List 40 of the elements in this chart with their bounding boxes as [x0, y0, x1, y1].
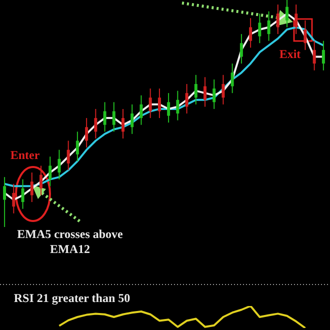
candlestick	[21, 178, 24, 210]
candlestick	[103, 102, 106, 132]
candlestick	[312, 40, 316, 71]
candlestick	[3, 176, 6, 228]
candlestick	[212, 78, 216, 110]
candlestick	[85, 118, 88, 148]
candlestick	[185, 83, 188, 114]
candlestick	[30, 172, 34, 203]
candlestick	[322, 40, 325, 71]
text: EMA5 crosses above EMA12	[17, 227, 124, 256]
annotation: Enter	[10, 148, 40, 162]
candlestick	[240, 34, 243, 64]
candlestick	[258, 13, 262, 44]
candlestick	[276, 4, 280, 35]
candlestick	[176, 90, 180, 121]
candlestick	[130, 104, 134, 134]
candlestick	[222, 74, 225, 105]
candlestick	[286, 0, 288, 28]
text: RSI 21 greater than 50	[14, 291, 130, 306]
candlestick	[304, 20, 307, 50]
candlestick	[267, 10, 270, 42]
candlestick	[194, 74, 198, 105]
candlestick	[167, 92, 170, 124]
candlestick	[230, 63, 234, 94]
candlestick	[158, 88, 161, 119]
candlestick	[94, 108, 98, 139]
candlestick	[249, 18, 252, 48]
candlestick	[148, 88, 152, 119]
candlestick	[12, 183, 16, 214]
candlestick	[66, 140, 70, 171]
candlestick	[48, 156, 52, 187]
candlestick	[112, 102, 116, 132]
candlestick	[40, 165, 42, 196]
candlestick	[122, 108, 124, 139]
candlestick	[76, 131, 79, 162]
candlestick	[204, 76, 206, 108]
candlestick	[58, 149, 61, 180]
candlestick	[140, 94, 143, 126]
candlestick	[294, 4, 298, 35]
annotation: Exit	[279, 47, 301, 62]
